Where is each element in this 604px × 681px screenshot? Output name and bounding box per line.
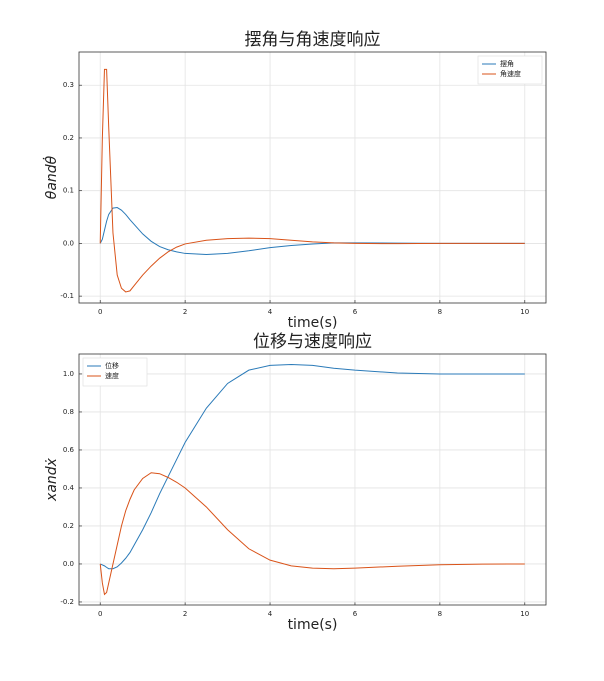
y-tick-label: 0.4 [63, 484, 75, 492]
x-tick-label: 6 [353, 610, 358, 618]
y-tick-label: 0.1 [63, 187, 74, 195]
y-tick-label: 0.2 [63, 522, 74, 530]
legend-label: 速度 [105, 371, 119, 380]
x-tick-label: 2 [183, 308, 187, 316]
x-tick-label: 4 [268, 308, 273, 316]
legend-box [82, 357, 148, 387]
legend-box [477, 55, 543, 85]
y-tick-label: -0.2 [60, 598, 74, 606]
y-axis-label: θandθ̇ [42, 155, 60, 199]
plot-area [79, 354, 546, 605]
y-tick-label: 0.0 [63, 560, 74, 568]
x-axis-label: time(s) [288, 315, 338, 331]
y-tick-label: 0.2 [63, 134, 74, 142]
x-tick-label: 0 [98, 610, 102, 618]
x-tick-label: 6 [353, 308, 358, 316]
x-tick-label: 0 [98, 308, 102, 316]
data-line [99, 68, 525, 293]
x-tick-label: 10 [520, 308, 529, 316]
axes-frame [78, 51, 547, 304]
plot-area [79, 52, 546, 303]
y-tick-label: 0.8 [63, 408, 74, 416]
y-tick-label: -0.1 [60, 292, 74, 300]
y-tick-label: 0.6 [63, 446, 75, 454]
chart-title: 摆角与角速度响应 [245, 30, 381, 50]
x-tick-label: 2 [183, 610, 187, 618]
y-tick-label: 0.0 [63, 239, 74, 247]
y-axis-label: xandẋ [44, 457, 60, 502]
y-tick-label: 1.0 [63, 370, 74, 378]
y-tick-label: 0.3 [63, 81, 74, 89]
axes-frame [78, 353, 547, 606]
x-tick-label: 10 [520, 610, 529, 618]
legend-label: 位移 [105, 361, 119, 370]
legend-label: 角速度 [500, 69, 521, 78]
legend-label: 摆角 [500, 59, 514, 68]
x-tick-label: 8 [438, 308, 442, 316]
x-tick-label: 8 [438, 610, 442, 618]
chart-title: 位移与速度响应 [253, 332, 372, 352]
data-line [99, 472, 525, 596]
x-axis-label: time(s) [288, 617, 338, 633]
x-tick-label: 4 [268, 610, 273, 618]
